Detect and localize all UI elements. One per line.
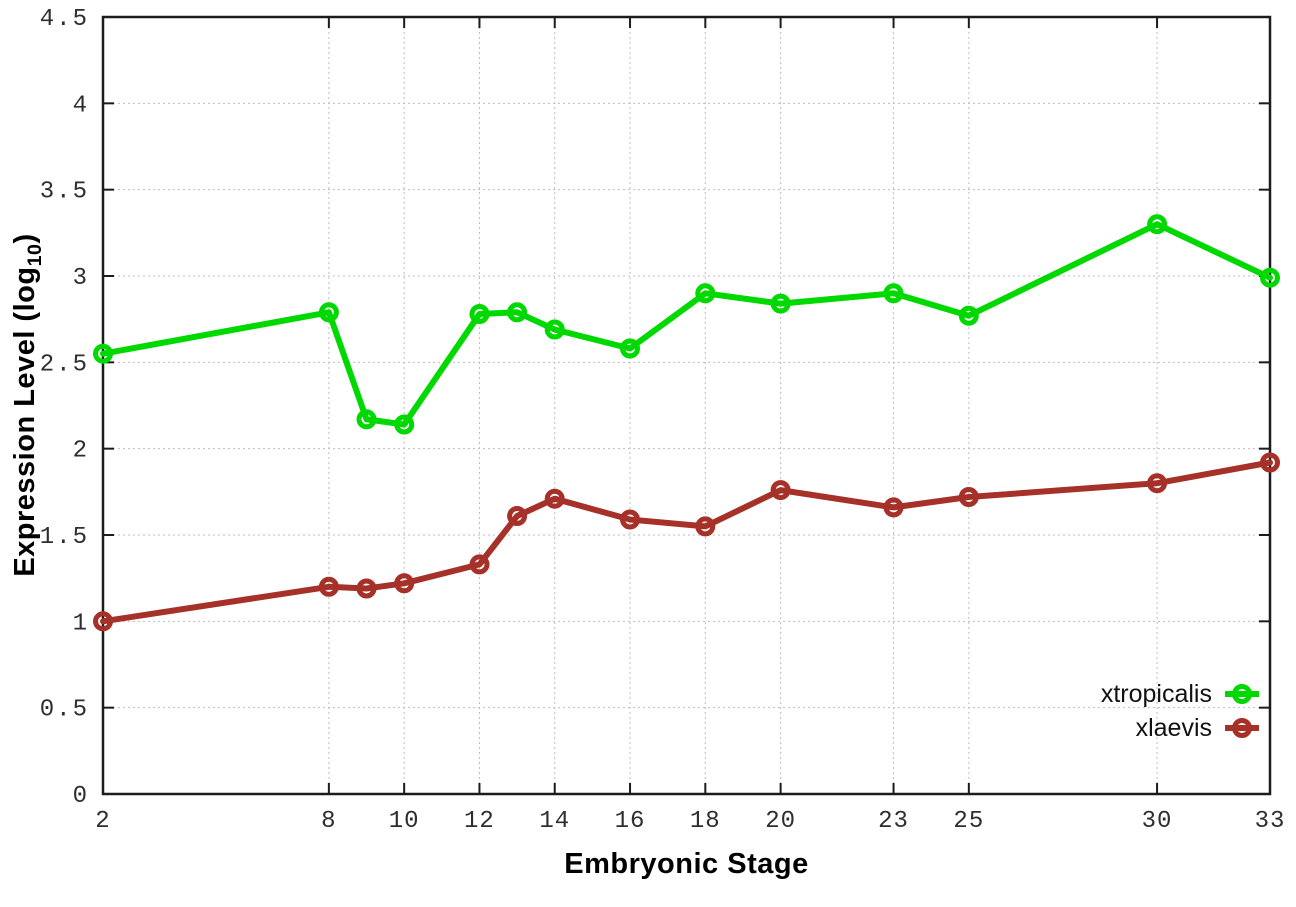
- x-tick-label: 30: [1142, 808, 1173, 835]
- y-tick-label: 3: [73, 265, 89, 292]
- legend-marker-xlaevis-icon: [1225, 718, 1259, 738]
- data-point-xtropicalis: [544, 319, 565, 340]
- y-tick-label: 2.5: [40, 351, 89, 378]
- y-tick-label: 2: [73, 438, 89, 465]
- y-tick-label: 0.5: [40, 697, 89, 724]
- x-tick-label: 23: [878, 808, 909, 835]
- x-tick-label: 14: [539, 808, 570, 835]
- legend-marker-xtropicalis-icon: [1225, 684, 1259, 704]
- x-tick-label: 2: [95, 808, 110, 835]
- data-point-xtropicalis: [883, 283, 904, 304]
- x-tick-label: 10: [389, 808, 420, 835]
- x-tick-label: 16: [615, 808, 646, 835]
- data-point-xlaevis: [356, 578, 377, 599]
- legend-item-xlaevis: xlaevis: [1101, 714, 1260, 742]
- y-axis-title: Expression Level (log10): [9, 233, 47, 576]
- data-point-xtropicalis: [958, 305, 979, 326]
- plot-border: [101, 15, 1272, 796]
- y-tick-label: 3.5: [40, 179, 89, 206]
- data-point-xlaevis: [883, 497, 904, 518]
- x-tick-label: 20: [765, 808, 796, 835]
- data-point-xlaevis: [507, 506, 528, 526]
- data-point-xtropicalis: [93, 343, 113, 364]
- x-tick-label: 12: [464, 808, 495, 835]
- x-tick-label: 18: [690, 808, 721, 835]
- data-point-xlaevis: [1147, 473, 1168, 494]
- y-tick-label: 4.5: [40, 6, 89, 33]
- data-point-xlaevis: [544, 488, 565, 509]
- y-tick-label: 1: [73, 610, 89, 637]
- x-axis-title: Embryonic Stage: [564, 848, 809, 880]
- y-tick-label: 4: [73, 92, 89, 119]
- data-point-xtropicalis: [469, 304, 490, 324]
- data-point-xlaevis: [770, 480, 791, 501]
- data-point-xlaevis: [394, 573, 415, 594]
- data-point-xlaevis: [958, 487, 979, 507]
- x-tick-label: 25: [953, 808, 984, 835]
- data-point-xlaevis: [318, 576, 339, 597]
- legend-label-xtropicalis: xtropicalis: [1100, 679, 1212, 708]
- data-point-xtropicalis: [356, 409, 377, 430]
- x-tick-label: 33: [1255, 808, 1286, 835]
- data-point-xtropicalis: [318, 302, 339, 323]
- data-point-xtropicalis: [394, 414, 415, 435]
- legend-label-xlaevis: xlaevis: [1135, 713, 1212, 742]
- y-tick-label: 1.5: [40, 524, 89, 551]
- series-line-xtropicalis: [100, 221, 1273, 428]
- y-axis-title-close: ): [9, 233, 42, 244]
- legend: xtropicalis xlaevis: [1101, 680, 1260, 742]
- y-tick-label: 0: [73, 783, 89, 810]
- data-point-xtropicalis: [1147, 214, 1168, 235]
- data-point-xlaevis: [1260, 452, 1280, 473]
- y-axis-title-subscript: 10: [23, 243, 46, 267]
- data-point-xlaevis: [469, 554, 490, 575]
- data-point-xtropicalis: [507, 302, 528, 323]
- legend-item-xtropicalis: xtropicalis: [1101, 680, 1260, 708]
- data-point-xtropicalis: [770, 293, 791, 314]
- y-axis-title-text: Expression Level (log: [9, 266, 42, 577]
- data-point-xtropicalis: [620, 338, 640, 359]
- data-point-xtropicalis: [695, 283, 716, 304]
- data-point-xtropicalis: [1260, 267, 1280, 288]
- data-point-xlaevis: [695, 516, 716, 537]
- x-tick-label: 8: [321, 808, 336, 835]
- data-point-xlaevis: [620, 509, 640, 530]
- data-point-xlaevis: [93, 611, 113, 632]
- series-line-xlaevis: [100, 459, 1273, 625]
